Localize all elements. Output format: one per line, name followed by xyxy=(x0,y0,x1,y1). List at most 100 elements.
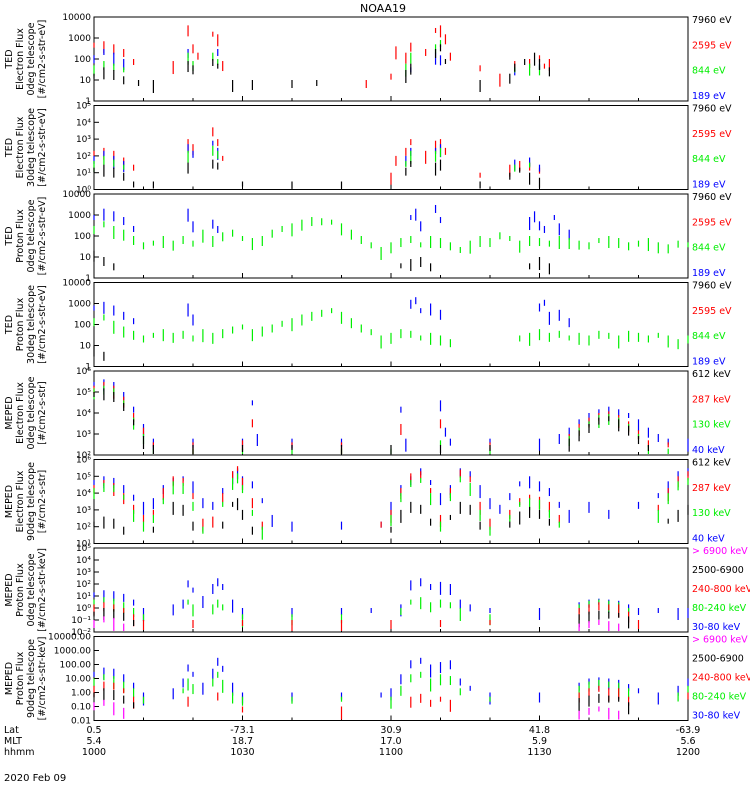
ytick-label: 1000 xyxy=(68,300,91,310)
ytick-label: 100 xyxy=(74,232,91,242)
ytick-label: 10² xyxy=(76,451,91,461)
ytick-label: 10⁵ xyxy=(76,472,91,482)
panel-1-ylabel: TEDElectron Flux0deg telescope[#/cm2-s-s… xyxy=(4,20,48,99)
ytick-label: 1000 xyxy=(68,211,91,221)
legend-entry: 612 keV xyxy=(692,369,731,380)
ylabel-line: [#/cm2-s-str-keV] xyxy=(37,548,48,632)
panel-7: 10⁻² 10⁻¹ 10⁰ 10¹ 10² 10³ 10⁴ 10⁵ MEPEDProton Fl… xyxy=(4,544,750,638)
ytick-label: 100 xyxy=(74,55,91,65)
ytick-label: 10⁵ xyxy=(76,388,91,398)
legend-entry: 30-80 keV xyxy=(692,711,741,722)
ytick-label: 10³ xyxy=(76,135,91,145)
ytick-label: 10⁻² xyxy=(71,628,91,638)
ytick-label: 0.01 xyxy=(71,717,91,727)
ytick-label: 1.00 xyxy=(71,689,91,699)
ylabel-line: 90deg telescope xyxy=(26,462,37,541)
ytick-label: 1 xyxy=(85,363,91,373)
ytick-label: 100.00 xyxy=(60,661,92,671)
ytick-label: 10⁶ xyxy=(76,456,91,466)
panel-4-ylabel: TEDProton Flux30deg telescope[#/cm2-s-st… xyxy=(4,285,48,364)
legend-entry: 80-240 keV xyxy=(692,603,747,614)
legend-entry: 844 eV xyxy=(692,66,726,77)
panel-3: 1 10 100 1000 10000 TEDProton Flux0deg telesc… xyxy=(4,190,732,284)
ylabel-line: TED xyxy=(4,226,15,246)
ylabel-line: [#/cm2-s-str-eV] xyxy=(37,197,48,276)
ylabel-line: [#/cm2-s-str-eV] xyxy=(37,20,48,99)
ytick-label: 10³ xyxy=(76,430,91,440)
legend-entry: 612 keV xyxy=(692,458,731,469)
ylabel-line: Electron Flux xyxy=(15,382,26,444)
ylabel-line: MEPED xyxy=(4,662,15,695)
panel-3-ylabel: TEDProton Flux0deg telescope[#/cm2-s-str… xyxy=(4,197,48,276)
panel-2-data xyxy=(93,127,541,189)
ytick-label: 1000.00 xyxy=(54,647,91,657)
axis-tick-mlt: 5.4 xyxy=(86,736,101,747)
ylabel-line: TED xyxy=(4,138,15,158)
panel-8: 0.01 0.10 1.00 10.00 100.00 1000.00 10000.00 ME… xyxy=(4,633,750,727)
ytick-label: 10 xyxy=(80,76,92,86)
axis-tick-hhmm: 1200 xyxy=(676,747,700,758)
panel-2: 10⁰ 10¹ 10² 10³ 10⁴ 10⁵ TEDElectron Flux30deg … xyxy=(4,102,732,196)
panel-6-data xyxy=(93,466,689,540)
ytick-label: 10⁴ xyxy=(76,409,91,419)
legend-entry: 2500-6900 xyxy=(692,565,744,576)
ylabel-line: [#/cm2-s-str-eV] xyxy=(37,108,48,187)
legend-entry: 2595 eV xyxy=(692,306,732,317)
panel-4-data xyxy=(93,297,689,361)
legend-entry: 844 eV xyxy=(692,331,726,342)
ytick-label: 10000 xyxy=(62,13,91,23)
panel-7-ylabel: MEPEDProton Flux0deg telescope[#/cm2-s-s… xyxy=(4,548,48,632)
axis-row-label: hhmm xyxy=(4,747,35,758)
legend-entry: > 6900 keV xyxy=(692,635,748,646)
ytick-label: 10000.00 xyxy=(48,633,91,643)
ylabel-line: MEPED xyxy=(4,485,15,518)
legend-entry: 2595 eV xyxy=(692,40,732,51)
axis-tick-hhmm: 1000 xyxy=(82,747,106,758)
panel-8-data xyxy=(93,657,689,720)
ytick-label: 10³ xyxy=(76,506,91,516)
ylabel-line: 0deg telescope xyxy=(26,199,37,272)
ytick-label: 10⁵ xyxy=(76,102,91,112)
ytick-label: 0.10 xyxy=(71,703,91,713)
ylabel-line: 0deg telescope xyxy=(26,376,37,449)
legend-entry: > 6900 keV xyxy=(692,546,748,557)
ytick-label: 10² xyxy=(76,152,91,162)
legend-entry: 80-240 keV xyxy=(692,692,747,703)
panel-6: 10¹ 10² 10³ 10⁴ 10⁵ 10⁶ MEPEDElectron Flux90de… xyxy=(4,456,731,550)
ytick-label: 1 xyxy=(85,97,91,107)
panel-7-data xyxy=(93,578,689,631)
figure-title: NOAA19 xyxy=(360,2,406,15)
panel-5-ylabel: MEPEDElectron Flux0deg telescope[#/cm2-s… xyxy=(4,376,48,449)
ytick-label: 10.00 xyxy=(65,675,91,685)
legend-entry: 2595 eV xyxy=(692,129,732,140)
legend-entry: 130 keV xyxy=(692,508,731,519)
legend-entry: 189 eV xyxy=(692,91,726,102)
axis-tick-mlt: 5.6 xyxy=(680,736,695,747)
ylabel-line: Electron Flux xyxy=(15,116,26,178)
ytick-label: 10⁴ xyxy=(76,118,91,128)
ylabel-line: Electron Flux xyxy=(15,470,26,532)
panel-5-data xyxy=(93,379,689,454)
ytick-label: 10² xyxy=(76,523,91,533)
legend-entry: 844 eV xyxy=(692,243,726,254)
legend-entry: 7960 eV xyxy=(692,281,732,292)
ytick-label: 10000 xyxy=(62,190,91,200)
legend-entry: 40 keV xyxy=(692,534,725,545)
ylabel-line: 0deg telescope xyxy=(26,22,37,95)
ylabel-line: [#/cm2-s-str] xyxy=(37,381,48,444)
axis-tick-mlt: 17.0 xyxy=(380,736,401,747)
axis-tick-hhmm: 1100 xyxy=(379,747,403,758)
legend-entry: 844 eV xyxy=(692,154,726,165)
ytick-label: 10¹ xyxy=(76,592,91,602)
ylabel-line: Proton Flux xyxy=(15,651,26,705)
axis-tick-lat: 0.5 xyxy=(86,725,101,736)
legend-entry: 7960 eV xyxy=(692,192,732,203)
ylabel-line: MEPED xyxy=(4,396,15,429)
axis-tick-lat: 30.9 xyxy=(380,725,401,736)
ytick-label: 10⁰ xyxy=(76,186,91,196)
axis-tick-mlt: 18.7 xyxy=(232,736,253,747)
ylabel-line: 30deg telescope xyxy=(26,108,37,187)
